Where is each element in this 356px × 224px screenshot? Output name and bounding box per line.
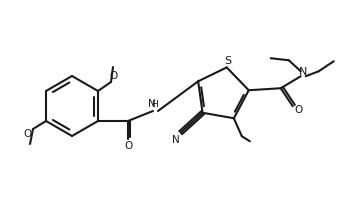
- Text: S: S: [224, 56, 231, 66]
- Text: O: O: [23, 129, 31, 139]
- Text: N: N: [148, 99, 156, 109]
- Text: O: O: [110, 71, 118, 81]
- Text: N: N: [299, 67, 307, 77]
- Text: N: N: [172, 135, 179, 145]
- Text: H: H: [152, 99, 158, 108]
- Text: O: O: [125, 141, 133, 151]
- Text: O: O: [295, 105, 303, 115]
